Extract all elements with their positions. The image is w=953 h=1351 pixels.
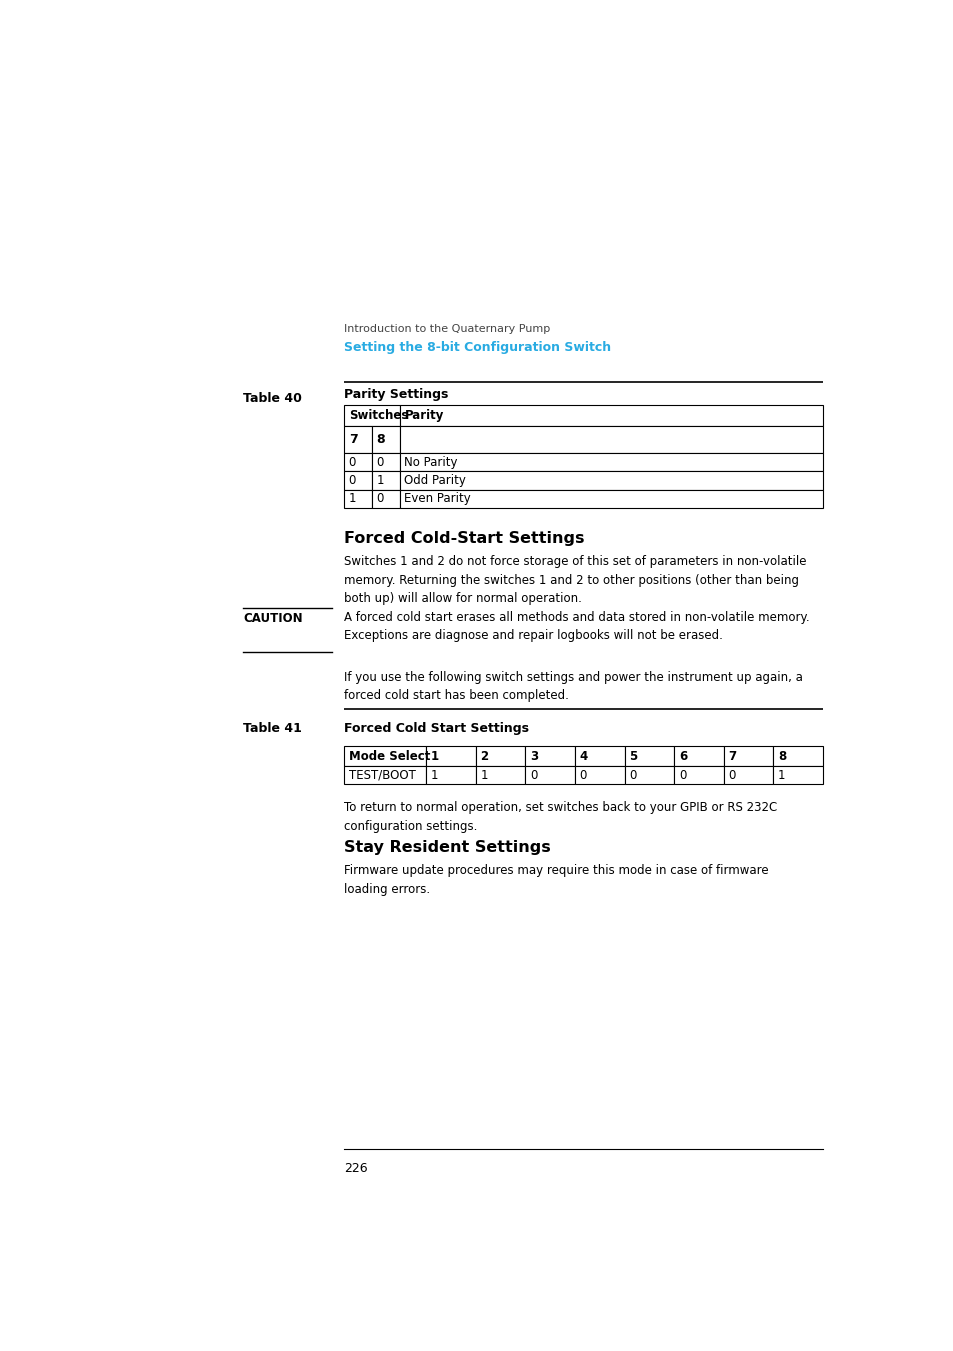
Bar	[575, 766, 624, 785]
Text: 1: 1	[431, 750, 438, 763]
Text: Stay Resident Settings: Stay Resident Settings	[344, 840, 550, 855]
Bar	[426, 766, 476, 785]
Bar	[399, 427, 822, 454]
Bar	[773, 746, 822, 766]
Text: Introduction to the Quaternary Pump: Introduction to the Quaternary Pump	[344, 324, 550, 334]
Bar	[476, 766, 525, 785]
Text: 0: 0	[629, 769, 636, 782]
Text: 7: 7	[348, 434, 357, 446]
Bar	[344, 766, 426, 785]
Text: Even Parity: Even Parity	[404, 492, 471, 505]
Text: 3: 3	[530, 750, 537, 763]
Bar	[344, 489, 372, 508]
Text: CAUTION: CAUTION	[243, 612, 302, 626]
Bar	[476, 746, 525, 766]
Text: 226: 226	[344, 1162, 367, 1174]
Text: 1: 1	[431, 769, 437, 782]
Text: 1: 1	[480, 769, 487, 782]
Text: 0: 0	[530, 769, 537, 782]
Text: Switches: Switches	[348, 409, 408, 423]
Text: 1: 1	[348, 492, 355, 505]
Bar	[674, 766, 723, 785]
Text: If you use the following switch settings and power the instrument up again, a
fo: If you use the following switch settings…	[344, 671, 802, 703]
Bar	[525, 746, 575, 766]
Text: 6: 6	[679, 750, 686, 763]
Bar	[372, 454, 399, 471]
Bar	[723, 766, 773, 785]
Text: TEST/BOOT: TEST/BOOT	[348, 769, 416, 782]
Text: 0: 0	[348, 474, 355, 486]
Text: No Parity: No Parity	[404, 455, 457, 469]
Bar	[624, 766, 674, 785]
Text: 7: 7	[728, 750, 736, 763]
Text: 0: 0	[728, 769, 735, 782]
Bar	[344, 471, 372, 489]
Bar	[399, 471, 822, 489]
Bar	[372, 489, 399, 508]
Text: 0: 0	[348, 455, 355, 469]
Text: 4: 4	[579, 750, 587, 763]
Text: Firmware update procedures may require this mode in case of firmware
loading err: Firmware update procedures may require t…	[344, 865, 768, 896]
Bar	[624, 746, 674, 766]
Bar	[426, 746, 476, 766]
Bar	[674, 746, 723, 766]
Text: 8: 8	[376, 434, 385, 446]
Bar	[344, 746, 426, 766]
Bar	[525, 766, 575, 785]
Bar	[399, 454, 822, 471]
Text: To return to normal operation, set switches back to your GPIB or RS 232C
configu: To return to normal operation, set switc…	[344, 801, 777, 832]
Text: Table 41: Table 41	[243, 721, 302, 735]
Bar	[399, 489, 822, 508]
Text: Odd Parity: Odd Parity	[404, 474, 466, 486]
Text: Forced Cold Start Settings: Forced Cold Start Settings	[344, 721, 529, 735]
Text: 2: 2	[480, 750, 488, 763]
Bar	[723, 746, 773, 766]
Text: 1: 1	[778, 769, 784, 782]
Bar	[773, 766, 822, 785]
Text: 0: 0	[376, 492, 383, 505]
Text: Forced Cold-Start Settings: Forced Cold-Start Settings	[344, 531, 584, 546]
Text: 0: 0	[579, 769, 586, 782]
Text: Table 40: Table 40	[243, 392, 302, 405]
Text: A forced cold start erases all methods and data stored in non-volatile memory.
E: A forced cold start erases all methods a…	[344, 611, 809, 642]
Text: 8: 8	[778, 750, 785, 763]
Text: 5: 5	[629, 750, 637, 763]
Bar	[399, 405, 822, 427]
Bar	[372, 427, 399, 454]
Text: Mode Select: Mode Select	[348, 750, 430, 763]
Bar	[344, 454, 372, 471]
Bar	[344, 405, 399, 427]
Text: Switches 1 and 2 do not force storage of this set of parameters in non-volatile
: Switches 1 and 2 do not force storage of…	[344, 555, 805, 605]
Bar	[575, 746, 624, 766]
Text: Parity Settings: Parity Settings	[344, 389, 448, 401]
Text: 1: 1	[376, 474, 384, 486]
Bar	[372, 471, 399, 489]
Text: Parity: Parity	[404, 409, 443, 423]
Text: 0: 0	[679, 769, 685, 782]
Text: Setting the 8-bit Configuration Switch: Setting the 8-bit Configuration Switch	[344, 340, 611, 354]
Text: 0: 0	[376, 455, 383, 469]
Bar	[344, 427, 372, 454]
